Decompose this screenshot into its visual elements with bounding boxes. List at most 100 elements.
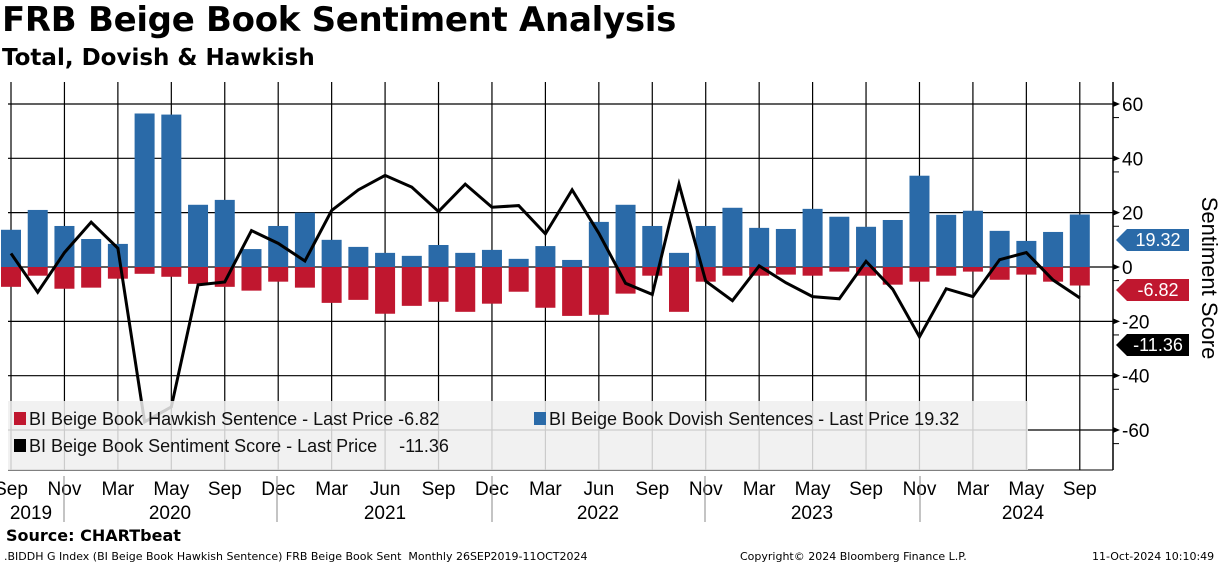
- x-tick-label: May: [1008, 479, 1044, 500]
- dovish-bar: [775, 228, 796, 267]
- dovish-bar: [1069, 214, 1090, 267]
- last-value-tag: [1116, 229, 1189, 251]
- tick-arrow: [1113, 209, 1120, 216]
- hawkish-bar: [882, 267, 903, 285]
- hawkish-bar: [1043, 267, 1064, 282]
- legend-label: BI Beige Book Sentiment Score - Last Pri…: [29, 436, 377, 456]
- dovish-bar: [81, 239, 102, 267]
- year-label: 2023: [791, 503, 833, 524]
- hawkish-bar: [695, 267, 716, 282]
- timestamp: 11-Oct-2024 10:10:49: [1092, 550, 1215, 563]
- copyright: Copyright© 2024 Bloomberg Finance L.P.: [740, 550, 967, 563]
- legend-swatch: [14, 412, 26, 425]
- dovish-bar: [428, 244, 449, 267]
- dovish-bar: [161, 114, 182, 268]
- dovish-bar: [588, 221, 609, 267]
- year-label: 2022: [577, 503, 619, 524]
- x-tick-label: Mar: [529, 479, 562, 500]
- hawkish-bar: [642, 267, 663, 276]
- year-label: 2021: [364, 503, 406, 524]
- y-tick-label: -40: [1122, 367, 1149, 388]
- hawkish-bar: [27, 267, 48, 276]
- hawkish-bar: [909, 267, 930, 282]
- x-tick-label: Jun: [584, 479, 615, 500]
- tick-arrow: [1113, 264, 1120, 270]
- hawkish-bar: [268, 267, 289, 282]
- tick-arrow: [1113, 427, 1120, 434]
- dovish-bar: [909, 175, 930, 267]
- dovish-bar: [27, 209, 48, 267]
- y-tick-label: 40: [1122, 149, 1143, 170]
- y-tick-label: -20: [1122, 312, 1149, 333]
- hawkish-bar: [588, 267, 609, 315]
- hawkish-bar: [401, 267, 422, 306]
- legend-label: BI Beige Book Hawkish Sentence - Last Pr…: [29, 409, 439, 429]
- hawkish-bar: [81, 267, 102, 288]
- hawkish-bar: [1069, 267, 1090, 286]
- dovish-bar: [749, 227, 770, 267]
- dovish-bar: [1043, 231, 1064, 267]
- dovish-bar: [1, 229, 21, 267]
- dovish-bar: [348, 246, 369, 267]
- chart-subtitle: Total, Dovish & Hawkish: [2, 45, 315, 71]
- dovish-bar: [962, 210, 983, 267]
- legend-last-value: -11.36: [399, 436, 449, 456]
- dovish-bar: [241, 249, 262, 267]
- source-note: Source: CHARTbeat: [6, 526, 181, 545]
- dovish-bar: [375, 252, 396, 267]
- y-tick-label: -60: [1122, 421, 1149, 442]
- hawkish-bar: [722, 267, 743, 276]
- hawkish-bar: [962, 267, 983, 272]
- legend-box: [8, 401, 1028, 470]
- x-tick-label: Nov: [689, 479, 723, 500]
- x-tick-label: May: [153, 479, 189, 500]
- year-label: 2019: [10, 503, 52, 524]
- dovish-bar: [214, 199, 235, 267]
- hawkish-bar: [428, 267, 449, 302]
- x-tick-label: Mar: [957, 479, 990, 500]
- x-tick-label: Sep: [422, 479, 456, 500]
- dovish-bar: [268, 225, 289, 267]
- hawkish-bar: [669, 267, 689, 312]
- dovish-bar: [642, 225, 663, 267]
- ticker-info: .BIDDH G Index (BI Beige Book Hawkish Se…: [4, 550, 588, 563]
- hawkish-bar: [989, 267, 1010, 280]
- dovish-bar: [54, 225, 75, 267]
- dovish-bar: [562, 259, 583, 267]
- tick-arrow: [1113, 100, 1120, 107]
- x-tick-label: Jun: [370, 479, 401, 500]
- last-value-tag: [1116, 334, 1189, 356]
- dovish-bar: [856, 226, 877, 267]
- dovish-bar: [508, 258, 529, 267]
- dovish-bar: [829, 216, 850, 267]
- x-tick-label: Dec: [261, 479, 295, 500]
- hawkish-bar: [1, 267, 21, 287]
- last-value-label: -6.82: [1137, 280, 1178, 300]
- hawkish-bar: [294, 267, 315, 288]
- legend-swatch: [14, 439, 26, 452]
- x-tick-label: Sep: [635, 479, 669, 500]
- hawkish-bar: [375, 267, 396, 314]
- hawkish-bar: [829, 267, 850, 272]
- hawkish-bar: [1016, 267, 1037, 275]
- tick-arrow: [1113, 155, 1120, 162]
- hawkish-bar: [321, 267, 342, 303]
- dovish-bar: [455, 252, 476, 267]
- x-tick-label: Sep: [1063, 479, 1097, 500]
- last-value-label: 19.32: [1135, 230, 1180, 250]
- y-tick-label: 0: [1122, 258, 1133, 279]
- hawkish-bar: [775, 267, 796, 275]
- dovish-bar: [535, 246, 556, 267]
- x-tick-label: Sep: [208, 479, 242, 500]
- hawkish-bar: [802, 267, 823, 276]
- hawkish-bar: [348, 267, 369, 300]
- dovish-bar: [695, 225, 716, 267]
- x-tick-label: Mar: [102, 479, 135, 500]
- hawkish-bar: [241, 267, 262, 291]
- dovish-bar: [669, 252, 689, 267]
- dovish-bar: [188, 204, 209, 267]
- x-tick-label: Mar: [743, 479, 776, 500]
- hawkish-bar: [134, 267, 155, 274]
- hawkish-bar: [562, 267, 583, 316]
